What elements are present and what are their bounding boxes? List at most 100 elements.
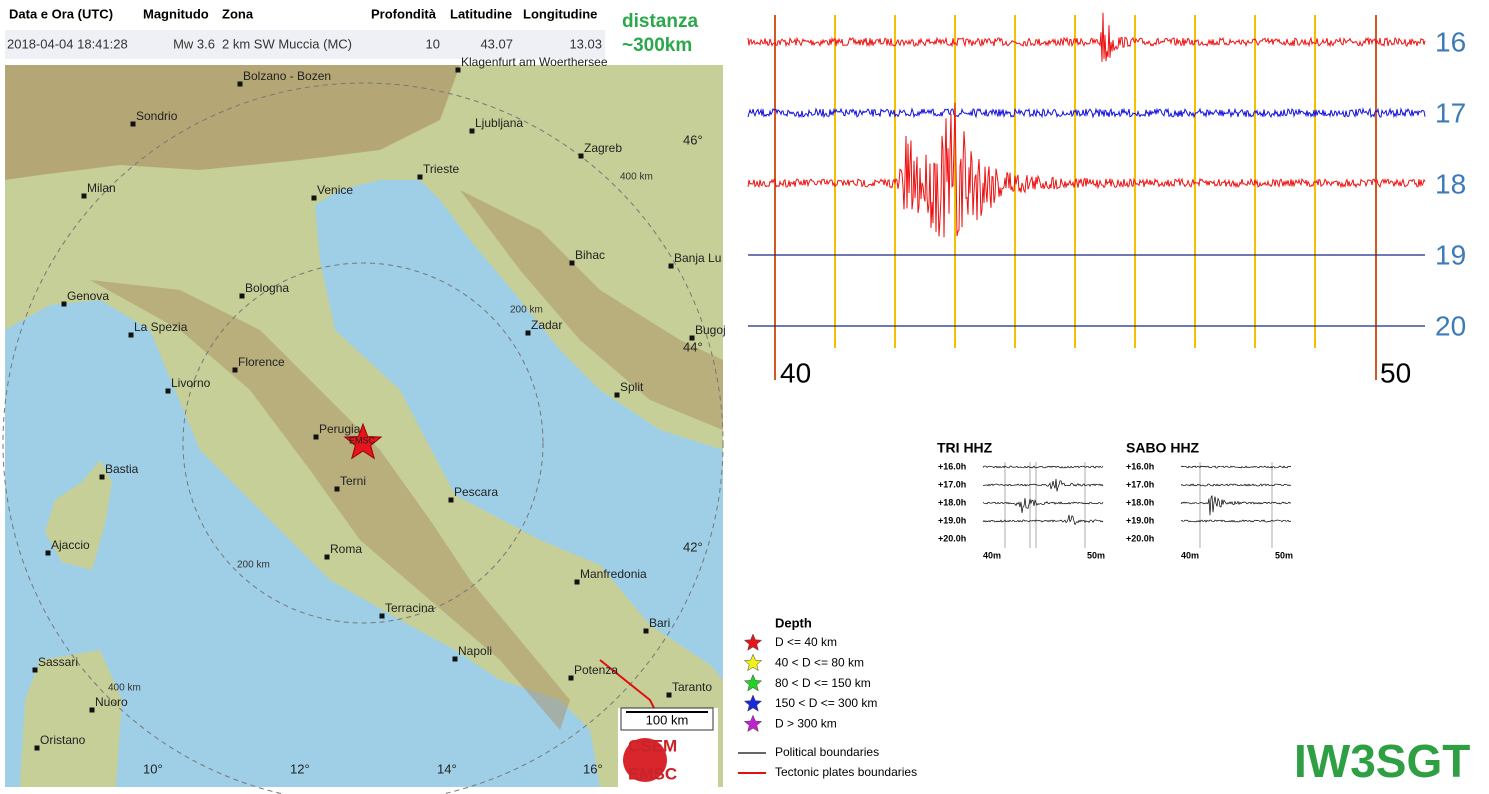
logo-globe [623, 738, 667, 782]
table-cell: 10 [426, 36, 440, 51]
minute-label: 40 [780, 357, 811, 388]
legend-label: 40 < D <= 80 km [775, 655, 864, 669]
legend-label: 80 < D <= 150 km [775, 676, 871, 690]
trace [982, 465, 1104, 469]
helicorder-row-label: +19.0h [1126, 515, 1154, 525]
city-label: La Spezia [134, 320, 188, 334]
city-label: Florence [238, 355, 285, 369]
city-marker [452, 656, 458, 662]
epicenter [343, 422, 383, 460]
city-marker [448, 497, 454, 503]
city-label: Venice [317, 183, 353, 197]
table-cell: 43.07 [480, 36, 513, 51]
hour-label: 18 [1435, 168, 1466, 199]
city-marker [32, 667, 38, 673]
legend-star [743, 694, 763, 712]
city-label: Zagreb [584, 141, 622, 155]
ring-label: 400 km [620, 172, 653, 183]
trace [1180, 465, 1292, 469]
trace [1180, 483, 1292, 487]
annotation: ~300km [622, 35, 692, 56]
trace [982, 478, 1104, 492]
helicorder-row-label: +16.0h [938, 461, 966, 471]
table-row-bg [5, 30, 605, 59]
city-marker [237, 81, 243, 87]
city-label: Perugia [319, 422, 361, 436]
helicorder-row-label: +20.0h [1126, 533, 1154, 543]
trace [1180, 495, 1292, 516]
city-marker [99, 474, 105, 480]
trace [1180, 519, 1292, 523]
city-marker [417, 174, 423, 180]
city-label: Nuoro [95, 695, 128, 709]
helicorder-minute: 40m [1181, 550, 1199, 560]
city-marker [643, 628, 649, 634]
minute-label: 50 [1380, 357, 1411, 388]
legend-star [743, 714, 763, 733]
helicorder-row-label: +16.0h [1126, 461, 1154, 471]
table-cell: 13.03 [569, 36, 602, 51]
city-marker [689, 335, 695, 341]
trace [747, 107, 1426, 119]
mountains [5, 65, 460, 180]
helicorder-row-label: +18.0h [1126, 497, 1154, 507]
trace [747, 12, 1426, 62]
city-marker [165, 388, 171, 394]
helicorder-title: SABO HHZ [1126, 440, 1200, 456]
helicorder-title: TRI HHZ [937, 440, 993, 456]
city-label: Klagenfurt am Woerthersee [461, 55, 608, 69]
mountains [460, 190, 723, 430]
city-label: Split [620, 380, 644, 394]
scale-label: 100 km [646, 712, 689, 727]
land [20, 650, 122, 787]
helicorder-minute: 50m [1087, 550, 1105, 560]
parallel-label: 44° [683, 339, 703, 354]
city-label: Banja Lu [674, 251, 721, 265]
meridian-label: 10° [143, 761, 163, 776]
land [45, 460, 112, 570]
hour-label: 20 [1435, 310, 1466, 341]
legend-label: D <= 40 km [775, 635, 837, 649]
table-cell: 2 km SW Muccia (MC) [222, 36, 352, 51]
parallel-label: 46° [683, 132, 703, 147]
table-header: Longitudine [523, 6, 597, 21]
helicorder-row-label: +20.0h [938, 533, 966, 543]
city-marker [232, 367, 238, 373]
city-label: Bastia [105, 462, 139, 476]
city-marker [614, 392, 620, 398]
epicenter-label: EMSC [349, 435, 376, 445]
range-ring [2, 82, 724, 794]
ring-label: 200 km [510, 305, 543, 316]
city-marker [81, 193, 87, 199]
trace [982, 514, 1104, 526]
logo-text: CSEM [628, 736, 677, 755]
hour-label: 16 [1435, 26, 1466, 57]
legend-title: Depth [775, 615, 812, 630]
helicorder-row-label: +19.0h [938, 515, 966, 525]
city-marker [45, 550, 51, 556]
trace [982, 498, 1104, 513]
table-cell: Mw 3.6 [173, 36, 215, 51]
legend-label: Tectonic plates boundaries [775, 765, 917, 779]
city-marker [469, 128, 475, 134]
city-label: Oristano [40, 733, 86, 747]
legend-label: Political boundaries [775, 745, 879, 759]
city-label: Pescara [454, 485, 498, 499]
legend-label: D > 300 km [775, 716, 837, 730]
scale-box [620, 707, 714, 731]
table-header: Data e Ora (UTC) [9, 6, 113, 21]
city-marker [130, 121, 136, 127]
city-label: Roma [330, 542, 362, 556]
annotation: distanza [622, 11, 698, 32]
city-label: Terni [340, 474, 366, 488]
legend-star [743, 653, 763, 672]
parallel-label: 42° [683, 539, 703, 554]
city-label: Trieste [423, 162, 460, 176]
city-marker [311, 195, 317, 201]
city-marker [334, 486, 340, 492]
city-marker [34, 745, 40, 751]
city-label: Bihac [575, 248, 605, 262]
city-label: Sassari [38, 655, 78, 669]
